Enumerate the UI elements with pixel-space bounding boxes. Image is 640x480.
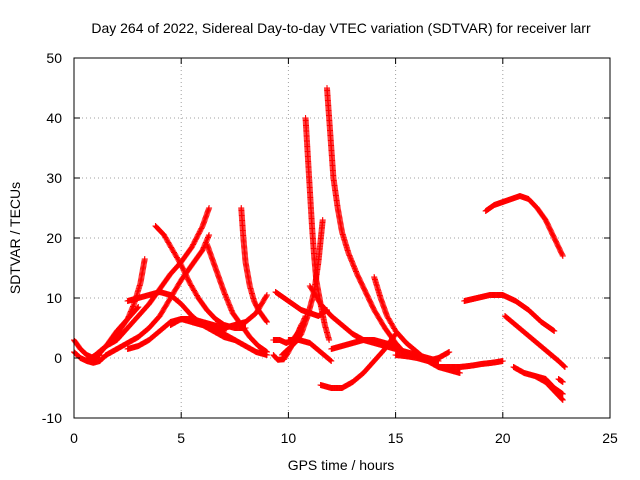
y-tick-label: 20 — [46, 230, 62, 246]
series-arc-20 — [323, 85, 410, 358]
data-point — [559, 396, 566, 403]
series-arc-22 — [317, 331, 399, 391]
y-tick-label: 40 — [46, 110, 62, 126]
data-point — [561, 364, 568, 370]
data-point — [263, 318, 270, 324]
series-arc-18 — [285, 337, 335, 364]
series-arc-25 — [392, 349, 453, 364]
data-point — [446, 349, 453, 355]
data-point — [559, 391, 566, 397]
data-point — [499, 358, 506, 364]
data-point — [560, 362, 567, 369]
data-point — [206, 232, 213, 238]
data-point — [327, 357, 334, 364]
series-arc-27 — [461, 292, 558, 334]
series-arc-11 — [203, 241, 270, 355]
y-tick-label: 0 — [54, 350, 62, 366]
y-tick-label: 30 — [46, 170, 62, 186]
data-point — [135, 304, 142, 310]
y-tick-label: -10 — [42, 410, 62, 426]
x-tick-label: 5 — [177, 430, 185, 446]
series-arc-23 — [328, 337, 399, 352]
x-tick-label: 25 — [602, 430, 618, 446]
y-axis-label: SDTVAR / TECUs — [7, 182, 23, 294]
data-point — [263, 293, 270, 300]
series-arc-12 — [188, 319, 270, 358]
data-point — [134, 304, 141, 311]
x-tick-label: 20 — [495, 430, 511, 446]
data-point — [559, 379, 566, 385]
data-point — [392, 343, 399, 349]
data-points — [71, 85, 568, 403]
data-point — [263, 292, 270, 298]
x-tick-label: 15 — [388, 430, 404, 446]
data-point — [456, 370, 463, 376]
data-point — [326, 337, 333, 343]
data-point — [263, 319, 270, 325]
x-tick-label: 10 — [281, 430, 297, 446]
x-axis-label: GPS time / hours — [288, 457, 395, 473]
data-point — [141, 256, 148, 262]
series-arc-29 — [501, 313, 568, 370]
y-tick-label: 50 — [46, 50, 62, 66]
data-point — [205, 233, 212, 240]
series-arc-26 — [435, 358, 506, 370]
y-tick-label: 10 — [46, 290, 62, 306]
data-point — [559, 397, 566, 403]
series-arc-28 — [482, 193, 566, 259]
data-point — [551, 328, 558, 334]
data-point — [559, 253, 566, 259]
chart-title: Day 264 of 2022, Sidereal Day-to-day VTE… — [91, 20, 591, 36]
data-point — [328, 358, 335, 364]
axis-ticks — [73, 57, 611, 419]
data-point — [206, 205, 213, 211]
data-point — [559, 251, 566, 258]
series-arc-32 — [555, 376, 566, 385]
series-arc-13 — [238, 205, 270, 325]
data-point — [319, 217, 326, 223]
x-tick-labels: 0 5 10 15 20 25 — [70, 430, 618, 446]
data-point — [561, 363, 568, 370]
x-tick-label: 0 — [70, 430, 78, 446]
y-tick-labels: -10 0 10 20 30 40 50 — [42, 50, 62, 426]
series-arc-31 — [531, 373, 566, 403]
data-point — [326, 356, 333, 363]
data-point — [263, 352, 270, 358]
